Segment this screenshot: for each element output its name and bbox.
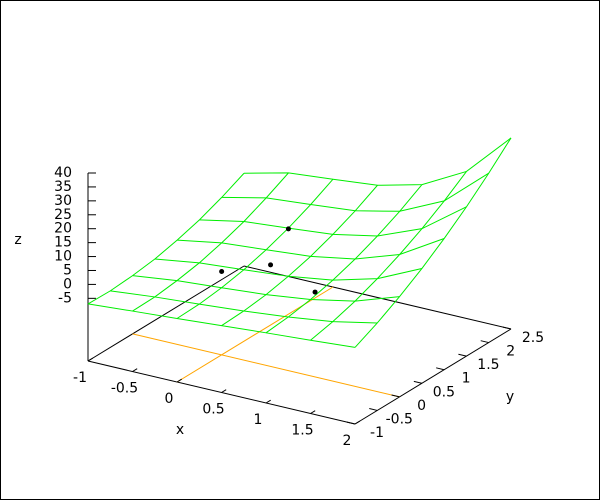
z-tick-label: 10 (54, 249, 72, 265)
data-point (285, 226, 291, 232)
surface-mesh-line (176, 178, 334, 319)
surface-mesh-line (310, 171, 467, 341)
y-tick (458, 353, 467, 357)
surface-mesh-line (354, 137, 512, 348)
z-tick-label: 40 (54, 165, 72, 181)
x-tick (87, 357, 93, 362)
y-tick-label: -0.5 (386, 411, 413, 427)
y-tick (502, 326, 512, 330)
x-tick-label: 1.5 (291, 423, 313, 439)
x-tick-label: 2 (343, 433, 352, 449)
y-tick-label: 0 (417, 398, 426, 414)
surface-mesh-line (132, 172, 289, 312)
z-tick-label: 15 (54, 235, 72, 251)
zero-axis (132, 333, 400, 398)
y-tick-label: 2.5 (522, 330, 544, 346)
x-axis-label: x (176, 422, 184, 438)
z-tick-label: 20 (54, 221, 72, 237)
z-axis-label: z (14, 232, 21, 248)
z-tick-label: -5 (58, 290, 72, 306)
y-tick (413, 380, 422, 384)
y-tick-label: 1.5 (477, 357, 499, 373)
y-tick-label: -1 (370, 425, 384, 441)
z-tick-label: 5 (63, 262, 72, 278)
base-border (87, 265, 245, 362)
x-tick (310, 410, 316, 414)
x-tick (221, 389, 227, 393)
x-tick (354, 420, 360, 425)
x-tick-label: -0.5 (111, 381, 138, 397)
y-tick (436, 367, 445, 371)
base-border (354, 328, 512, 425)
x-tick (176, 378, 182, 383)
surface-mesh-line (221, 184, 378, 327)
x-tick-label: -1 (73, 370, 87, 386)
y-axis-label: y (506, 389, 514, 405)
z-tick-label: 30 (54, 193, 72, 209)
z-tick-label: 35 (54, 179, 72, 195)
z-tick-label: 25 (54, 207, 72, 223)
y-tick (346, 421, 356, 425)
x-tick (132, 368, 138, 372)
data-point (312, 289, 318, 295)
data-point (268, 262, 274, 268)
x-tick (265, 399, 271, 404)
y-tick-label: 1 (462, 371, 471, 387)
surface-mesh-line (265, 184, 423, 334)
y-tick (391, 394, 400, 398)
z-tick-label: 0 (63, 276, 72, 292)
x-tick-label: 0.5 (202, 402, 224, 418)
x-tick-label: 0 (165, 391, 174, 407)
y-tick-label: 0.5 (433, 384, 455, 400)
y-tick (480, 340, 489, 344)
x-tick-label: 1 (254, 412, 263, 428)
y-tick (369, 408, 378, 411)
surface-mesh-line (87, 172, 245, 305)
y-tick-label: 2 (506, 344, 515, 360)
data-point (219, 269, 225, 275)
